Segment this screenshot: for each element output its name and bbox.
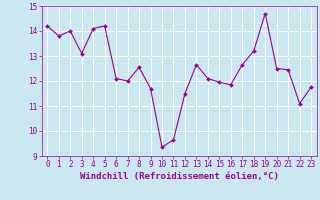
X-axis label: Windchill (Refroidissement éolien,°C): Windchill (Refroidissement éolien,°C) — [80, 172, 279, 181]
